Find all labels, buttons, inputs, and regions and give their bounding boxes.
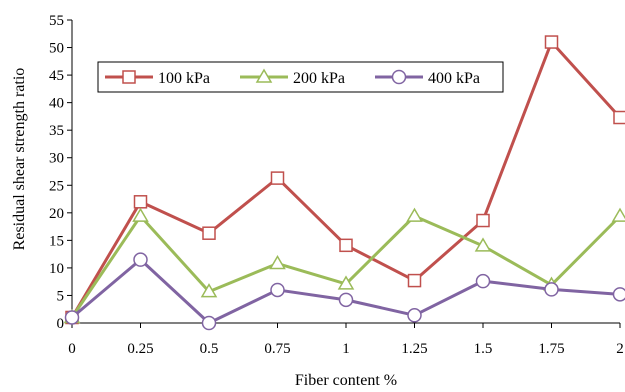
- legend-label: 200 kPa: [293, 70, 345, 87]
- x-tick-label: 1: [342, 341, 350, 357]
- data-point: [132, 207, 149, 222]
- y-tick-label: 50: [49, 41, 64, 57]
- data-point: [133, 195, 148, 209]
- data-point: [406, 207, 423, 222]
- tick-labels: 0 5 10 15 20 25 30 35 40 45 50 55 0 0.25 0.5 0.75 1 1.25 1…: [49, 13, 624, 357]
- data-point: [407, 308, 422, 323]
- y-axis-title: Residual shear strength ratio: [11, 68, 28, 251]
- series-layer: [63, 35, 625, 331]
- data-point: [407, 273, 422, 288]
- data-point: [544, 282, 559, 297]
- data-point: [476, 213, 490, 228]
- series-0: [65, 35, 625, 325]
- data-point: [269, 255, 286, 270]
- legend: 100 kPa 200 kPa 400 kPa: [97, 61, 504, 93]
- y-tick-label: 20: [49, 206, 64, 222]
- data-point: [200, 283, 218, 298]
- y-tick-label: 35: [49, 123, 64, 139]
- x-tick-label: 0.5: [200, 341, 219, 357]
- y-tick-label: 0: [57, 316, 65, 332]
- data-point: [612, 287, 625, 302]
- x-axis-title: Fiber content %: [295, 372, 397, 389]
- x-tick-label: 2: [616, 341, 624, 357]
- series-line: [71, 258, 621, 325]
- data-point: [613, 110, 625, 125]
- x-tick-label: 1.75: [538, 341, 564, 357]
- data-point: [338, 292, 354, 308]
- y-tick-label: 55: [49, 13, 64, 29]
- y-tick-label: 40: [49, 96, 64, 112]
- data-point: [339, 238, 353, 253]
- data-point: [475, 273, 491, 289]
- data-point: [270, 282, 285, 298]
- legend-marker: [122, 70, 136, 84]
- data-point: [544, 35, 559, 49]
- data-point: [133, 252, 148, 267]
- x-tick-label: 0: [68, 341, 76, 357]
- legend-marker: [391, 69, 407, 85]
- data-point: [270, 171, 285, 185]
- y-tick-label: 30: [49, 151, 64, 167]
- y-tick-label: 10: [49, 261, 64, 277]
- series-2: [64, 252, 625, 331]
- y-tick-label: 15: [49, 233, 64, 249]
- y-tick-label: 45: [49, 68, 64, 84]
- data-point: [202, 226, 216, 240]
- data-point: [64, 310, 80, 325]
- x-tick-label: 1.25: [401, 341, 427, 357]
- data-point: [201, 315, 217, 331]
- y-tick-label: 25: [49, 178, 64, 194]
- data-point: [611, 207, 625, 222]
- legend-marker: [255, 68, 273, 83]
- x-tick-label: 0.75: [264, 341, 290, 357]
- data-point: [337, 275, 355, 290]
- legend-box: [97, 61, 504, 93]
- legend-label: 400 kPa: [428, 70, 480, 87]
- data-point: [474, 237, 492, 252]
- axes: [67, 19, 621, 328]
- x-tick-label: 1.5: [474, 341, 493, 357]
- legend-label: 100 kPa: [158, 70, 210, 87]
- x-tick-label: 0.25: [127, 341, 153, 357]
- y-tick-label: 5: [57, 288, 65, 304]
